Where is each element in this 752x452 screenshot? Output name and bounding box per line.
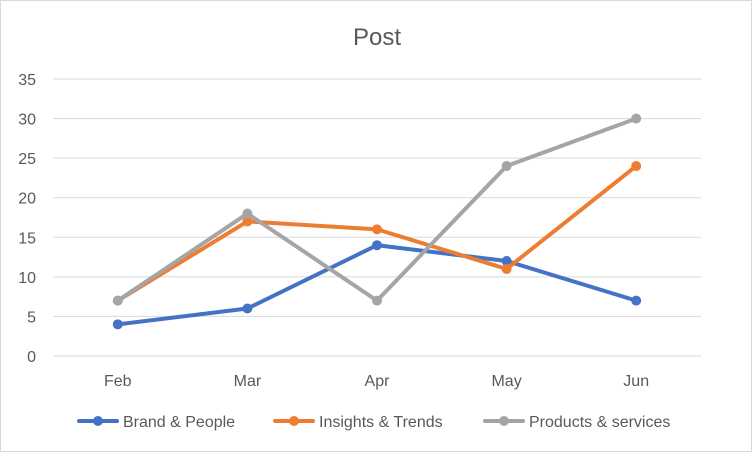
x-tick-label-feb: Feb [104, 373, 132, 390]
y-tick-label-0: 0 [27, 349, 36, 366]
legend-label-insights-trends: Insights & Trends [319, 414, 443, 431]
y-tick-label-30: 30 [18, 112, 36, 129]
data-point-brand-people-apr [372, 240, 382, 251]
series-brand-people [112, 240, 642, 330]
data-point-products-services-may [501, 161, 512, 172]
x-tick-label-may: May [491, 373, 521, 390]
series-line-products-services [115, 116, 639, 303]
x-tick-label-apr: Apr [365, 373, 391, 390]
gridlines [53, 78, 701, 357]
legend: Brand & People Insights & Trends Products … [77, 414, 670, 431]
data-point-brand-people-jun [631, 295, 642, 306]
legend-item-brand-people: Brand & People [77, 414, 235, 431]
y-tick-label-5: 5 [27, 309, 36, 326]
legend-item-products-services: Products & services [483, 414, 670, 431]
data-point-brand-people-feb [112, 319, 123, 330]
data-point-products-services-jun [631, 113, 642, 124]
data-point-brand-people-mar [242, 303, 253, 314]
y-axis-ticks: 0 5 10 15 20 25 30 35 [18, 72, 36, 366]
y-tick-label-25: 25 [18, 151, 36, 168]
data-point-products-services-feb [112, 295, 123, 306]
data-point-products-services-mar [242, 208, 253, 219]
legend-item-insights-trends: Insights & Trends [273, 414, 443, 431]
y-tick-label-15: 15 [18, 230, 36, 247]
x-axis-ticks: Feb Mar Apr May Jun [104, 373, 649, 390]
data-point-insights-trends-may [501, 263, 512, 274]
legend-marker-products-services [499, 416, 509, 426]
series-lines [112, 113, 642, 330]
legend-label-products-services: Products & services [529, 414, 670, 431]
data-point-insights-trends-mar [242, 216, 253, 227]
legend-label-brand-people: Brand & People [123, 414, 235, 431]
data-point-products-services-apr [372, 295, 382, 306]
chart-title: Post [353, 24, 401, 51]
series-line-brand-people [115, 243, 639, 327]
y-tick-label-20: 20 [18, 191, 36, 208]
data-point-brand-people-may [501, 256, 512, 267]
series-insights-trends [112, 161, 642, 306]
series-products-services [112, 113, 642, 306]
legend-marker-insights-trends [289, 416, 299, 426]
x-tick-label-jun: Jun [623, 373, 649, 390]
data-point-insights-trends-apr [372, 224, 382, 235]
y-tick-label-35: 35 [18, 72, 36, 89]
y-tick-label-10: 10 [18, 270, 36, 287]
x-tick-label-mar: Mar [234, 373, 262, 390]
legend-marker-brand-people [93, 416, 103, 426]
data-point-insights-trends-jun [631, 161, 642, 172]
